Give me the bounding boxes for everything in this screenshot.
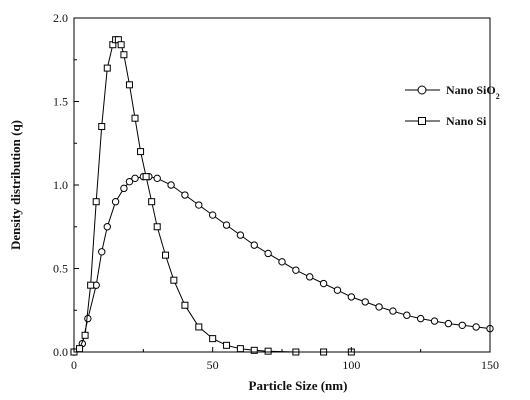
data-point-nano-sio2	[208, 211, 217, 219]
series-line-nano-si	[73, 39, 352, 353]
data-point-nano-sio2	[264, 249, 272, 258]
data-point-nano-si	[250, 346, 258, 354]
x-tick-label: 100	[342, 358, 360, 372]
data-point-nano-si	[148, 198, 156, 206]
data-point-nano-si	[195, 323, 203, 331]
plot-frame	[73, 17, 491, 353]
data-point-nano-si	[137, 148, 145, 156]
y-tick-label: 1.0	[53, 178, 68, 192]
data-point-nano-si	[117, 41, 125, 49]
legend-marker-nano-sio2	[417, 85, 427, 95]
data-point-nano-si	[125, 81, 133, 89]
data-point-nano-si	[98, 123, 106, 131]
data-point-nano-sio2	[120, 184, 128, 193]
data-point-nano-sio2	[458, 321, 466, 329]
data-point-nano-sio2	[347, 293, 356, 301]
data-point-nano-sio2	[84, 314, 92, 323]
data-point-nano-si	[87, 281, 95, 289]
data-point-nano-sio2	[292, 266, 300, 274]
legend: Nano SiO2 Nano Si	[405, 83, 500, 128]
data-point-nano-sio2	[236, 231, 245, 239]
data-point-nano-sio2	[375, 303, 383, 311]
data-point-nano-si	[120, 51, 128, 59]
series-nano-sio2	[70, 172, 494, 356]
data-point-nano-si	[223, 341, 231, 349]
data-point-nano-sio2	[416, 314, 425, 323]
x-tick-label: 150	[481, 358, 499, 372]
data-point-nano-si	[236, 345, 244, 353]
data-point-nano-sio2	[430, 317, 439, 325]
data-point-nano-si	[153, 223, 161, 231]
data-point-nano-sio2	[98, 248, 106, 256]
x-tick-label: 50	[207, 358, 219, 372]
data-point-nano-sio2	[181, 191, 189, 199]
y-tick-label: 0.5	[53, 262, 68, 276]
data-point-nano-sio2	[472, 323, 480, 331]
data-point-nano-sio2	[167, 181, 175, 189]
data-point-nano-sio2	[403, 311, 411, 319]
data-point-nano-sio2	[125, 177, 134, 186]
data-point-nano-si	[131, 114, 139, 122]
data-point-nano-sio2	[111, 198, 120, 206]
y-axis-title: Density distribution (q)	[8, 120, 23, 250]
data-point-nano-sio2	[153, 174, 161, 183]
data-point-nano-sio2	[319, 279, 328, 288]
plot-area	[70, 36, 494, 356]
data-point-nano-si	[209, 335, 217, 343]
data-point-nano-si	[142, 173, 150, 181]
series-nano-si	[70, 36, 355, 356]
data-point-nano-sio2	[278, 258, 286, 266]
x-tick-label: 0	[71, 358, 77, 372]
data-point-nano-si	[92, 198, 100, 206]
data-point-nano-sio2	[333, 286, 342, 294]
data-point-nano-sio2	[361, 298, 369, 306]
data-point-nano-si	[81, 331, 89, 339]
y-tick-label: 1.5	[53, 95, 68, 109]
y-tick-label: 0.0	[53, 345, 68, 359]
data-point-nano-si	[264, 347, 272, 355]
data-point-nano-si	[170, 276, 178, 284]
data-point-nano-sio2	[222, 221, 231, 229]
axes: 0 50 100 150 0.0 0.5 1.0 1.5 2.0	[53, 11, 499, 372]
data-point-nano-sio2	[389, 307, 397, 315]
data-point-nano-sio2	[306, 273, 314, 281]
data-point-nano-sio2	[131, 174, 139, 183]
legend-marker-nano-si	[418, 117, 426, 125]
data-point-nano-si	[162, 251, 170, 259]
data-point-nano-si	[103, 64, 111, 72]
legend-label-nano-sio2: Nano SiO2	[446, 83, 500, 101]
data-point-nano-sio2	[444, 319, 453, 328]
data-point-nano-sio2	[195, 201, 203, 209]
data-point-nano-sio2	[103, 223, 111, 231]
y-tick-label: 2.0	[53, 11, 68, 25]
legend-label-nano-si: Nano Si	[446, 114, 487, 128]
data-point-nano-si	[76, 345, 84, 353]
data-point-nano-si	[181, 301, 189, 309]
data-point-nano-sio2	[250, 241, 258, 249]
x-axis-title: Particle Size (nm)	[249, 378, 348, 393]
